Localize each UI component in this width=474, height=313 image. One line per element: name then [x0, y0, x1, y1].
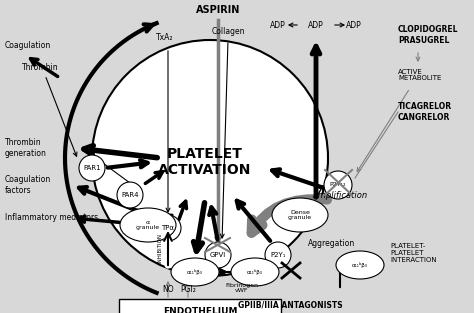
- Ellipse shape: [171, 258, 219, 286]
- Text: ADP: ADP: [346, 20, 362, 29]
- Text: P2Y₁₂: P2Y₁₂: [330, 182, 346, 187]
- Text: PAR4: PAR4: [121, 192, 139, 198]
- Text: α
granule: α granule: [136, 220, 160, 230]
- Text: INHIBITION: INHIBITION: [157, 233, 163, 263]
- Text: PLATELET-
PLATELET
INTERACTION: PLATELET- PLATELET INTERACTION: [390, 243, 437, 263]
- Text: PGI₂: PGI₂: [180, 285, 196, 295]
- Ellipse shape: [336, 251, 384, 279]
- Text: Fibrinogen
vWF: Fibrinogen vWF: [226, 283, 258, 293]
- Text: ADP: ADP: [270, 20, 286, 29]
- Circle shape: [79, 155, 105, 181]
- Text: CLOPIDOGREL
PRASUGREL: CLOPIDOGREL PRASUGREL: [398, 25, 458, 45]
- FancyBboxPatch shape: [119, 299, 281, 313]
- Text: TPα: TPα: [162, 225, 174, 231]
- Text: ASPIRIN: ASPIRIN: [196, 5, 240, 15]
- Text: TICAGRELOR
CANGRELOR: TICAGRELOR CANGRELOR: [398, 102, 452, 122]
- Text: PLATELET
ACTIVATION: PLATELET ACTIVATION: [158, 147, 252, 177]
- Text: Coagulation
factors: Coagulation factors: [5, 175, 51, 195]
- Ellipse shape: [272, 198, 328, 232]
- Text: Inflammatory mediators: Inflammatory mediators: [5, 213, 98, 223]
- Text: GPVI: GPVI: [210, 252, 226, 258]
- Text: Collagen: Collagen: [211, 28, 245, 37]
- Text: ACTIVE
METABOLITE: ACTIVE METABOLITE: [398, 69, 441, 81]
- Text: α₁₁ᵇβ₃: α₁₁ᵇβ₃: [247, 269, 263, 275]
- Text: α₁₁ᵇβ₃: α₁₁ᵇβ₃: [352, 262, 368, 268]
- Ellipse shape: [231, 258, 279, 286]
- Text: GPIIB/IIIA ANTAGONISTS: GPIIB/IIIA ANTAGONISTS: [237, 300, 342, 310]
- Circle shape: [265, 242, 291, 268]
- Text: ENDOTHELIUM: ENDOTHELIUM: [163, 306, 237, 313]
- FancyArrowPatch shape: [252, 199, 327, 233]
- Text: Dense
granule: Dense granule: [288, 210, 312, 220]
- Ellipse shape: [120, 208, 176, 242]
- Text: P2Y₁: P2Y₁: [270, 252, 286, 258]
- Text: α₁₁ᵇβ₃: α₁₁ᵇβ₃: [187, 269, 203, 275]
- Text: Thrombin: Thrombin: [22, 64, 59, 73]
- Circle shape: [117, 182, 143, 208]
- Text: PAR1: PAR1: [83, 165, 101, 171]
- Text: ADP: ADP: [308, 20, 324, 29]
- Text: Aggregation: Aggregation: [308, 239, 355, 248]
- Text: Thrombin
generation: Thrombin generation: [5, 138, 47, 158]
- Circle shape: [92, 40, 328, 276]
- Circle shape: [205, 242, 231, 268]
- Text: Amplification: Amplification: [312, 191, 367, 199]
- Text: Coagulation: Coagulation: [5, 40, 51, 49]
- Text: NO: NO: [162, 285, 174, 295]
- Circle shape: [155, 215, 181, 241]
- Text: TxA₂: TxA₂: [156, 33, 174, 43]
- Circle shape: [324, 171, 352, 199]
